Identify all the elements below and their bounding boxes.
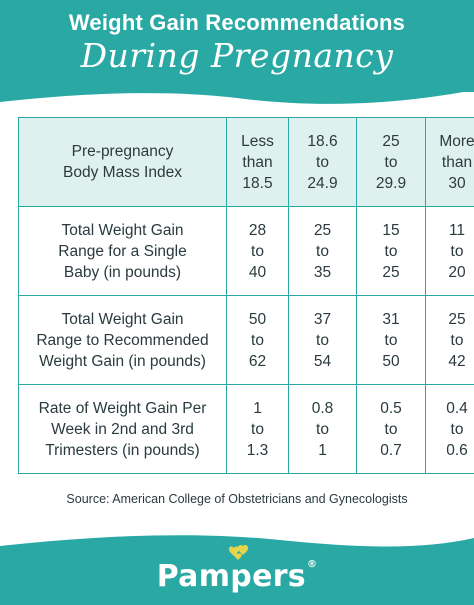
- row-label-line: Baby (in pounds): [63, 263, 182, 281]
- source-note: Source: American College of Obstetrician…: [66, 492, 408, 506]
- cell-line: 1: [318, 441, 327, 459]
- cell-line: to: [251, 242, 264, 260]
- cell-line: 35: [313, 263, 332, 281]
- cell-line: 11: [448, 221, 466, 239]
- cell-line: to: [384, 331, 398, 349]
- hearts-icon: [228, 544, 249, 560]
- row-label-line: Rate of Weight Gain Per: [38, 399, 207, 417]
- cell-line: to: [251, 420, 264, 438]
- cell-line: More: [439, 132, 474, 150]
- table-cell: 0.4 to 0.6: [425, 384, 474, 474]
- table-cell: 37 to 54: [288, 295, 357, 385]
- row-label-line: Total Weight Gain: [61, 310, 184, 328]
- row-label: Total Weight Gain Range to Recommended Wei…: [18, 295, 227, 385]
- cell-line: 18.5: [242, 174, 273, 192]
- cell-line: 0.4: [446, 399, 468, 417]
- table-cell: 0.8 to 1: [288, 384, 357, 474]
- cell-line: 54: [313, 352, 332, 370]
- table-cell: 25 to 29.9: [356, 117, 426, 207]
- row-label: Rate of Weight Gain Per Week in 2nd and 3…: [18, 384, 227, 474]
- table-cell: More than 30: [425, 117, 474, 207]
- cell-line: 24.9: [307, 174, 338, 192]
- table-row: Rate of Weight Gain Per Week in 2nd and 3…: [18, 384, 474, 474]
- cell-line: 28: [248, 221, 267, 239]
- cell-line: 25: [382, 132, 400, 150]
- cell-line: to: [316, 331, 329, 349]
- table-cell: 15 to 25: [356, 206, 426, 296]
- cell-line: to: [384, 420, 398, 438]
- cell-line: 25: [382, 263, 400, 281]
- cell-line: 0.8: [311, 399, 334, 417]
- cell-line: to: [316, 153, 329, 171]
- row-label-line: Range for a Single: [58, 242, 187, 260]
- table-cell: 0.5 to 0.7: [356, 384, 426, 474]
- page-title: Weight Gain Recommendations: [68, 10, 406, 35]
- cell-line: 1: [253, 399, 262, 417]
- cell-line: than: [242, 153, 273, 171]
- cell-line: to: [384, 242, 398, 260]
- brand-registered-mark: ®: [306, 559, 318, 570]
- table-cell: 25 to 35: [288, 206, 357, 296]
- cell-line: 30: [448, 174, 466, 192]
- row-label-line: Weight Gain (in pounds): [39, 352, 206, 370]
- row-label-line: Week in 2nd and 3rd: [51, 420, 194, 438]
- cell-line: to: [251, 331, 264, 349]
- table-cell: 31 to 50: [356, 295, 426, 385]
- page-subtitle: During Pregnancy: [80, 36, 394, 75]
- cell-line: to: [384, 153, 398, 171]
- row-label: Pre-pregnancy Body Mass Index: [18, 117, 227, 207]
- cell-line: than: [441, 153, 473, 171]
- table-cell: 18.6 to 24.9: [288, 117, 357, 207]
- cell-line: 42: [448, 352, 466, 370]
- cell-line: 0.7: [380, 441, 402, 459]
- table-cell: 28 to 40: [226, 206, 289, 296]
- page-header: Weight Gain Recommendations During Pregn…: [0, 0, 474, 92]
- cell-line: 18.6: [307, 132, 338, 150]
- cell-line: 62: [248, 352, 267, 370]
- cell-line: 50: [382, 352, 400, 370]
- cell-line: 31: [382, 310, 400, 328]
- row-label: Total Weight Gain Range for a Single Baby …: [18, 206, 227, 296]
- header-wave: [0, 80, 474, 104]
- weight-gain-table: Pre-pregnancy Body Mass Index Less than 18.5…: [18, 117, 474, 474]
- cell-line: 20: [448, 263, 466, 281]
- table-row: Pre-pregnancy Body Mass Index Less than 18.5…: [18, 117, 474, 207]
- row-label-line: Trimesters (in pounds): [45, 441, 200, 459]
- cell-line: 0.5: [380, 399, 402, 417]
- cell-line: 15: [382, 221, 400, 239]
- table-row: Total Weight Gain Range for a Single Baby …: [18, 206, 474, 296]
- table-cell: Less than 18.5: [226, 117, 289, 207]
- row-label-line: Pre-pregnancy: [71, 143, 174, 160]
- cell-line: 25: [313, 221, 332, 239]
- row-label-line: Range to Recommended: [36, 331, 209, 349]
- table-row: Total Weight Gain Range to Recommended Wei…: [18, 295, 474, 385]
- cell-line: to: [316, 242, 329, 260]
- table-cell: 11 to 20: [425, 206, 474, 296]
- cell-line: to: [450, 331, 464, 349]
- cell-line: to: [450, 420, 464, 438]
- cell-line: 0.6: [446, 441, 468, 459]
- row-label-line: Total Weight Gain: [61, 221, 184, 239]
- cell-line: 1.3: [246, 441, 269, 459]
- cell-line: 29.9: [375, 174, 407, 192]
- cell-line: Less: [241, 132, 274, 150]
- footer-wave: [0, 535, 474, 605]
- table-cell: 1 to 1.3: [226, 384, 289, 474]
- cell-line: 40: [248, 263, 267, 281]
- table-cell: 50 to 62: [226, 295, 289, 385]
- cell-line: 50: [248, 310, 267, 328]
- cell-line: to: [316, 420, 329, 438]
- table-cell: 25 to 42: [425, 295, 474, 385]
- brand-logo: Pampers®: [0, 559, 474, 594]
- row-label-line: Body Mass Index: [63, 164, 182, 181]
- cell-line: 25: [448, 310, 466, 328]
- brand-name: Pampers: [156, 559, 306, 594]
- cell-line: 37: [313, 310, 332, 328]
- cell-line: to: [450, 242, 464, 260]
